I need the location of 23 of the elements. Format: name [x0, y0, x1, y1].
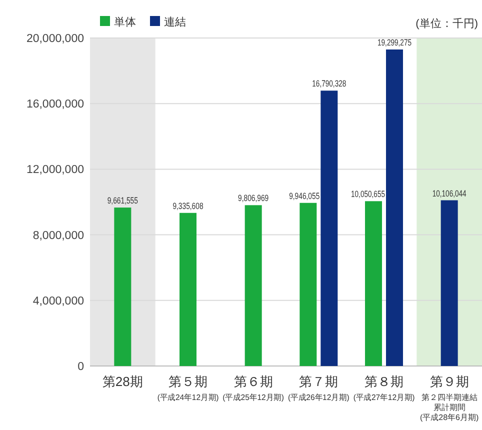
data-label: 19,299,275	[378, 37, 423, 48]
y-tick-label: 8,000,000	[32, 230, 84, 242]
y-tick-label: 20,000,000	[26, 33, 84, 45]
data-label: 10,050,655	[351, 189, 396, 200]
text: (単位：千円)	[416, 17, 478, 30]
data-label: 9,335,608	[172, 200, 213, 211]
y-tick-label: 4,000,000	[32, 295, 84, 308]
data-label: 10,106,044	[432, 188, 478, 198]
y-tick-label: 16,000,000	[26, 98, 84, 111]
x-tick-label: 第７期(平成26年12月期)	[288, 374, 352, 402]
x-tick-label: 第９期第２四半期連結累計期間(平成28年6月期)	[420, 374, 479, 422]
y-tick-label: 0	[78, 361, 84, 373]
legend-label: 連結	[164, 16, 186, 28]
legend-label: 単体	[114, 16, 136, 28]
x-tick-label: 第５期(平成24年12月期)	[157, 374, 220, 402]
x-tick-label: 第８期(平成27年12月期)	[353, 374, 416, 402]
data-label: 16,790,328	[312, 78, 358, 89]
y-tick-label: 12,000,000	[26, 164, 84, 176]
data-label: 9,946,055	[289, 190, 330, 201]
data-label: 9,806,969	[238, 193, 278, 204]
x-tick-label: 第６期(平成25年12月期)	[222, 374, 286, 402]
x-tick-label: 第28期	[102, 374, 143, 389]
data-label: 9,661,555	[107, 196, 148, 206]
